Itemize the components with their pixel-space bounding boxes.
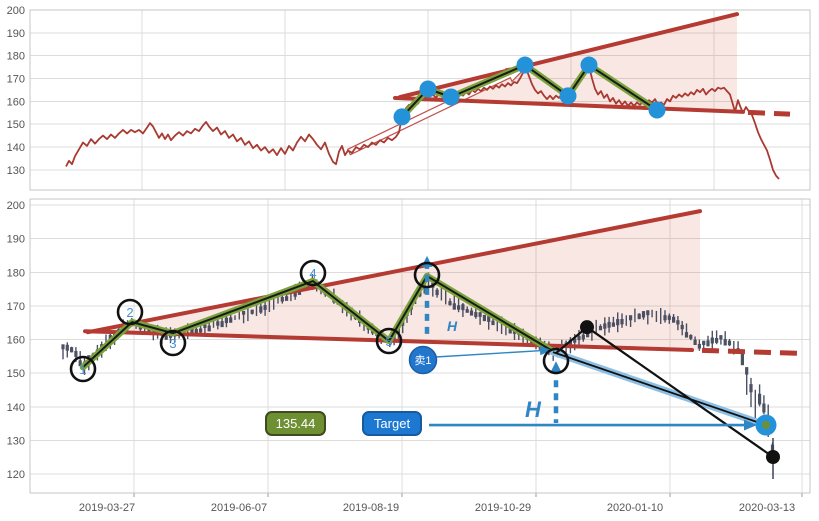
x-axis-label: 2019-03-27: [79, 502, 135, 514]
projection-band-core: [552, 351, 767, 426]
wave-circle-5: [375, 327, 403, 355]
height-h-label: H: [447, 318, 458, 334]
lower-trendline-dashed: [747, 109, 791, 117]
target-value-label: 135.44: [276, 416, 316, 431]
pivot-dot: [442, 88, 460, 106]
target-arrowhead: [744, 419, 757, 431]
x-axis-label: 2019-10-29: [475, 502, 531, 514]
y-axis-label: 170: [7, 301, 25, 313]
y-axis-label: 140: [7, 402, 25, 414]
target-value-box: [265, 411, 326, 436]
height-h-label: H: [525, 397, 542, 422]
weekly-overview-border: [29, 9, 811, 191]
height-measure-arrowhead: [421, 255, 433, 267]
height-measure-arrowhead: [550, 361, 562, 373]
wave-circle-unlabeled: [542, 347, 570, 375]
y-axis-label: 130: [7, 436, 25, 448]
y-axis-label: 160: [7, 335, 25, 347]
y-axis-label: 150: [7, 119, 25, 131]
pivot-dot: [559, 87, 577, 105]
sell-annotation-arrowhead: [539, 346, 552, 356]
target-hit-dot-center: [762, 421, 770, 430]
y-axis-label: 170: [7, 74, 25, 86]
upper-trendline: [86, 209, 702, 335]
pivot-dot: [580, 56, 598, 74]
target-box: [362, 411, 422, 436]
upper-trendline: [398, 12, 739, 100]
y-axis-label: 180: [7, 267, 25, 279]
sell-annotation-line: [435, 350, 541, 358]
daily-detail-border: [29, 198, 811, 494]
sell-balloon-label: 卖1: [414, 354, 431, 367]
breakout-arrow: [346, 65, 529, 156]
wave-circle-4: [299, 259, 327, 287]
x-axis-label: 2019-06-07: [211, 502, 267, 514]
wave-circle-number: 5: [385, 334, 392, 349]
pivot-dot: [648, 101, 666, 119]
wave-circle-number: 2: [126, 305, 133, 320]
target-label: Target: [374, 416, 411, 431]
x-axis-label: 2020-03-13: [739, 502, 795, 514]
y-axis-label: 200: [7, 200, 25, 212]
y-axis-label: 130: [7, 165, 25, 177]
wave-circle-number: 1: [79, 362, 86, 377]
y-axis-label: 120: [7, 469, 25, 481]
wave-circle-number: 3: [169, 336, 176, 351]
wave-circle-3: [159, 329, 187, 357]
y-axis-label: 140: [7, 142, 25, 154]
y-axis-label: 190: [7, 28, 25, 40]
projection-dot-black: [766, 450, 780, 465]
sell-balloon: [408, 345, 438, 375]
y-axis-label: 150: [7, 368, 25, 380]
y-axis-label: 190: [7, 234, 25, 246]
wave-circle-1: [69, 355, 97, 383]
y-axis-label: 200: [7, 5, 25, 17]
lower-trendline-dashed: [701, 347, 801, 356]
wave-circle-number: 4: [309, 266, 316, 281]
x-axis-label: 2020-01-10: [607, 502, 663, 514]
y-axis-label: 180: [7, 51, 25, 63]
wave-circle-unlabeled: [413, 261, 441, 289]
x-axis-label: 2019-08-19: [343, 502, 399, 514]
wave-circle-2: [116, 298, 144, 326]
projection-dot-black: [580, 320, 594, 335]
pivot-dot: [419, 80, 437, 98]
pivot-dot: [393, 108, 411, 126]
y-axis-label: 160: [7, 96, 25, 108]
pivot-dot: [516, 56, 534, 74]
